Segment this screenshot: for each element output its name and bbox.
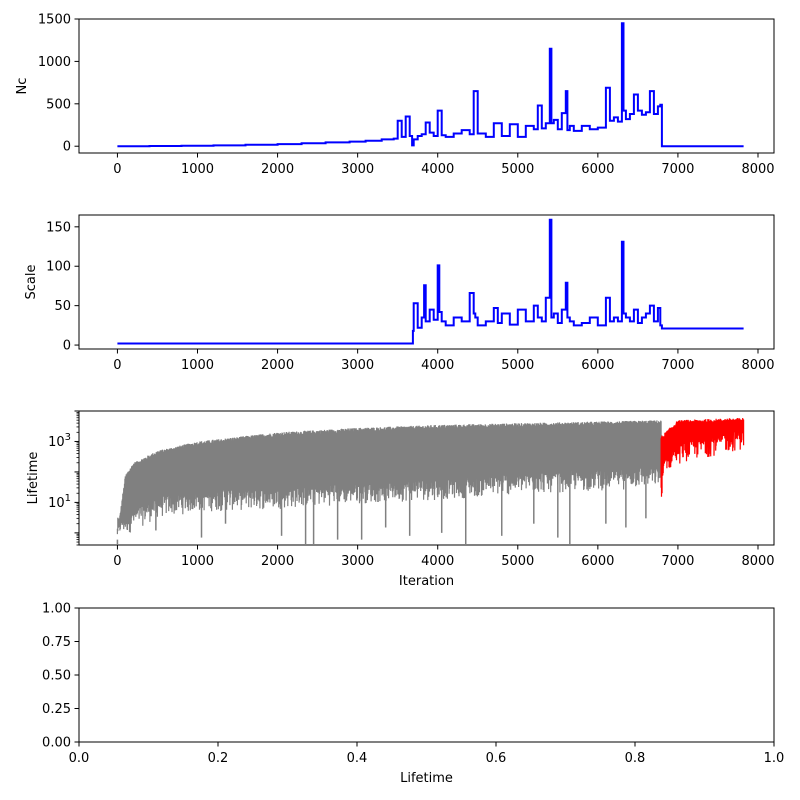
- lifetime-panel: 0 1000 2000 3000 4000 5000 6000 7000 8000 101 103…: [26, 410, 775, 589]
- scale-x-tick-label: 6000: [581, 358, 614, 373]
- scale-x-tick-label: 7000: [661, 358, 694, 373]
- scale-axes-frame: [78, 214, 775, 350]
- empty-x-tick-label: 0.6: [486, 751, 507, 766]
- lifetime-x-tick-label: 8000: [741, 554, 774, 569]
- lifetime-x-axis-label: Iteration: [399, 574, 454, 589]
- scale-y-tick-label: 100: [46, 260, 71, 275]
- nc-series: [117, 22, 744, 148]
- empty-x-axis-label: Lifetime: [400, 771, 453, 786]
- nc-y-ticks: 0 500 1000 1500: [38, 13, 79, 155]
- lifetime-y-tick-label: 103: [48, 432, 71, 450]
- nc-x-tick-label: 6000: [581, 162, 614, 177]
- empty-y-tick-label: 0.75: [42, 635, 71, 650]
- scale-x-tick-label: 3000: [341, 358, 374, 373]
- scale-y-axis-label: Scale: [24, 265, 39, 300]
- scale-x-tick-label: 4000: [421, 358, 454, 373]
- lifetime-x-tick-label: 5000: [501, 554, 534, 569]
- empty-y-tick-label: 0.00: [42, 736, 71, 751]
- nc-x-tick-label: 0: [113, 162, 121, 177]
- empty-x-tick-label: 1.0: [764, 751, 785, 766]
- nc-x-ticks: 0 1000 2000 3000 4000 5000 6000 7000 8000: [113, 153, 775, 177]
- scale-y-tick-label: 0: [63, 339, 71, 354]
- nc-y-tick-label: 500: [46, 97, 71, 112]
- nc-x-tick-label: 7000: [661, 162, 694, 177]
- empty-panel: 0.0 0.2 0.4 0.6 0.8 1.0 0.000.250.500.751.00 …: [42, 602, 784, 787]
- scale-x-ticks: 0 1000 2000 3000 4000 5000 6000 7000 8000: [113, 349, 775, 373]
- lifetime-y-ticks: 101 103: [48, 410, 79, 546]
- nc-x-tick-label: 1000: [181, 162, 214, 177]
- lifetime-series-band-0: [116, 420, 662, 535]
- lifetime-x-tick-label: 2000: [261, 554, 294, 569]
- nc-y-tick-label: 1500: [38, 13, 71, 28]
- empty-y-tick-label: 1.00: [42, 602, 71, 617]
- nc-y-tick-label: 1000: [38, 55, 71, 70]
- scale-panel: 0 1000 2000 3000 4000 5000 6000 7000 8000 0 50 100…: [24, 214, 775, 373]
- scale-y-tick-label: 50: [54, 299, 71, 314]
- nc-x-tick-label: 3000: [341, 162, 374, 177]
- lifetime-series-band-1: [660, 417, 745, 497]
- empty-x-tick-label: 0.0: [69, 751, 90, 766]
- nc-axes-frame: [78, 18, 775, 154]
- lifetime-x-tick-label: 1000: [181, 554, 214, 569]
- scale-x-tick-label: 1000: [181, 358, 214, 373]
- lifetime-x-ticks: 0 1000 2000 3000 4000 5000 6000 7000 8000: [113, 545, 775, 569]
- lifetime-x-tick-label: 0: [113, 554, 121, 569]
- empty-x-tick-label: 0.2: [208, 751, 229, 766]
- nc-x-tick-label: 8000: [741, 162, 774, 177]
- empty-y-tick-label: 0.50: [42, 669, 71, 684]
- lifetime-x-tick-label: 6000: [581, 554, 614, 569]
- lifetime-axes-frame: [78, 410, 775, 546]
- nc-x-tick-label: 4000: [421, 162, 454, 177]
- lifetime-y-axis-label: Lifetime: [26, 452, 41, 505]
- empty-y-tick-label: 0.25: [42, 702, 71, 717]
- scale-x-tick-label: 8000: [741, 358, 774, 373]
- nc-x-tick-label: 5000: [501, 162, 534, 177]
- scale-x-tick-label: 0: [113, 358, 121, 373]
- lifetime-x-tick-label: 7000: [661, 554, 694, 569]
- empty-x-tick-label: 0.4: [347, 751, 368, 766]
- empty-y-ticks: 0.00 0.25 0.50 0.75 1.00: [42, 602, 79, 751]
- scale-x-tick-label: 5000: [501, 358, 534, 373]
- lifetime-x-tick-label: 3000: [341, 554, 374, 569]
- scale-series: [117, 218, 744, 345]
- scale-y-ticks: 0 50 100 150: [46, 220, 79, 354]
- lifetime-series: [116, 417, 745, 545]
- scale-x-tick-label: 2000: [261, 358, 294, 373]
- empty-x-ticks: 0.0 0.2 0.4 0.6 0.8 1.0: [69, 742, 785, 766]
- empty-x-tick-label: 0.8: [625, 751, 646, 766]
- nc-x-tick-label: 2000: [261, 162, 294, 177]
- nc-y-axis-label: Nc: [15, 78, 30, 95]
- lifetime-y-tick-label: 101: [48, 493, 71, 511]
- nc-series-line: [117, 22, 744, 148]
- scale-y-tick-label: 150: [46, 220, 71, 235]
- nc-panel: 0 1000 2000 3000 4000 5000 6000 7000 8000 0 500 10…: [15, 13, 775, 178]
- lifetime-x-tick-label: 4000: [421, 554, 454, 569]
- scale-series-line: [117, 218, 744, 345]
- nc-y-tick-label: 0: [63, 140, 71, 155]
